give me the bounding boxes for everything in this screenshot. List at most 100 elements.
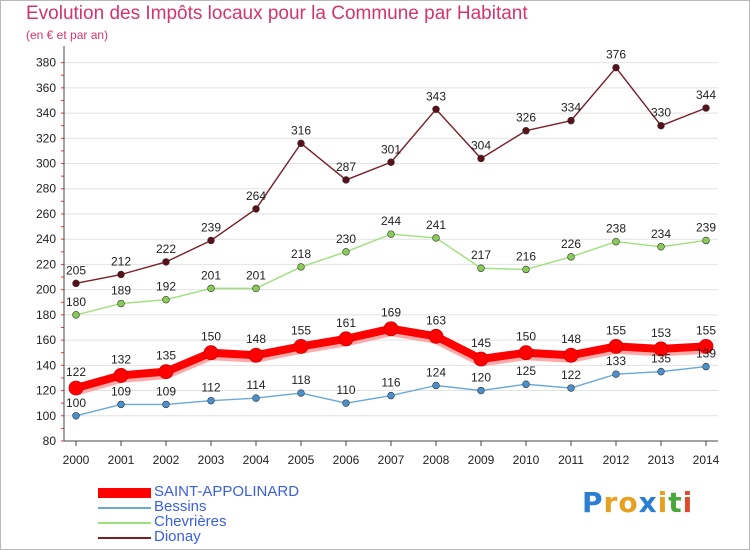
x-tick-label: 2006 <box>333 453 360 467</box>
data-point <box>297 139 305 148</box>
data-label: 180 <box>66 295 86 309</box>
proxiti-logo: Proxiti <box>582 486 693 519</box>
data-label: 132 <box>111 352 131 366</box>
data-point <box>522 380 530 388</box>
data-point <box>297 389 305 397</box>
data-point <box>563 347 579 363</box>
data-point <box>207 396 215 405</box>
logo-letter: o <box>618 486 639 519</box>
x-tick-label: 2008 <box>423 453 450 467</box>
data-label: 287 <box>336 160 356 174</box>
data-label: 109 <box>156 384 176 398</box>
x-tick-label: 2001 <box>108 453 135 467</box>
data-label: 122 <box>561 368 581 382</box>
data-label: 163 <box>426 313 446 327</box>
data-label: 169 <box>381 306 401 320</box>
y-tick-label: 220 <box>36 257 56 271</box>
data-label: 161 <box>336 316 356 330</box>
data-point <box>158 364 174 380</box>
data-point <box>702 236 710 245</box>
data-point <box>702 362 710 371</box>
data-label: 205 <box>66 263 86 277</box>
x-tick-label: 2012 <box>603 453 630 467</box>
data-label: 241 <box>426 218 446 232</box>
x-tick-label: 2003 <box>198 453 225 467</box>
data-point <box>428 328 444 344</box>
data-point <box>387 158 395 166</box>
data-label: 201 <box>201 268 221 282</box>
legend-label: Chevrières <box>154 513 227 530</box>
data-point <box>252 205 260 213</box>
y-tick-label: 140 <box>36 358 56 372</box>
data-point <box>342 399 350 407</box>
data-label: 238 <box>606 222 626 236</box>
data-label: 155 <box>606 323 626 337</box>
logo-letter: P <box>582 486 604 519</box>
data-point <box>252 394 260 402</box>
y-tick-label: 360 <box>36 81 56 95</box>
data-point <box>612 238 620 246</box>
data-label: 153 <box>651 326 671 340</box>
data-label: 316 <box>291 123 311 137</box>
grid-lines <box>64 62 718 442</box>
data-point <box>567 116 575 125</box>
data-point <box>657 243 665 251</box>
data-point <box>608 339 624 354</box>
legend-swatch <box>98 521 151 524</box>
data-label: 125 <box>516 364 536 378</box>
data-label: 234 <box>651 227 671 241</box>
data-labels: 205 212 222 239 264 316 287 301 343 304 326 334 376 3… <box>66 48 716 410</box>
data-label: 122 <box>66 365 86 379</box>
y-tick-label: 180 <box>36 308 56 322</box>
logo-letter: t <box>668 486 683 519</box>
data-point <box>612 63 620 72</box>
data-label: 124 <box>426 366 446 380</box>
data-label: 112 <box>201 381 220 395</box>
x-tick-label: 2014 <box>693 453 720 467</box>
data-point <box>387 391 395 400</box>
data-point <box>432 234 440 242</box>
data-point <box>657 367 665 376</box>
data-label: 226 <box>561 237 581 251</box>
logo-letter: i <box>657 486 669 519</box>
data-label: 376 <box>606 48 626 62</box>
data-point <box>117 400 125 409</box>
data-point <box>383 321 399 337</box>
series-layer <box>68 63 714 420</box>
data-point <box>72 311 80 319</box>
data-label: 344 <box>696 88 716 102</box>
y-tick-label: 80 <box>43 434 57 448</box>
data-label: 230 <box>336 232 356 246</box>
data-point <box>432 105 440 113</box>
data-point <box>252 284 260 293</box>
data-point <box>203 345 219 361</box>
data-label: 133 <box>606 354 626 368</box>
data-point <box>518 345 534 361</box>
data-label: 148 <box>246 332 266 346</box>
data-point <box>473 351 489 367</box>
x-tick-label: 2010 <box>513 453 540 467</box>
data-label: 120 <box>471 371 491 385</box>
data-label: 114 <box>246 378 265 392</box>
data-point <box>702 104 710 112</box>
data-label: 218 <box>291 247 311 261</box>
data-point <box>387 230 395 238</box>
data-label: 222 <box>156 242 176 256</box>
data-label: 100 <box>66 396 86 410</box>
data-point <box>522 265 530 274</box>
data-point <box>567 253 575 261</box>
chart-title: Evolution des Impôts locaux pour la Comm… <box>26 3 528 24</box>
data-label: 150 <box>201 330 221 344</box>
data-label: 135 <box>651 352 671 366</box>
legend-swatch <box>98 536 151 539</box>
data-point <box>297 263 305 271</box>
legend-label: Dionay <box>154 528 201 545</box>
data-label: 217 <box>471 248 491 262</box>
y-tick-label: 280 <box>36 182 56 196</box>
data-point <box>117 270 125 279</box>
data-label: 326 <box>516 111 536 125</box>
data-point <box>657 121 665 130</box>
y-tick-label: 160 <box>36 333 56 347</box>
data-point <box>72 412 80 420</box>
